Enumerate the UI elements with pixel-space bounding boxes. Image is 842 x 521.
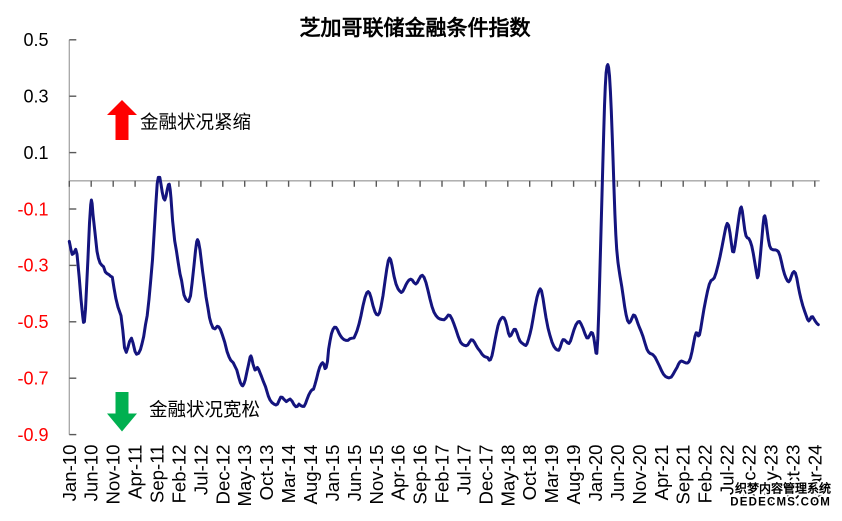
svg-text:Sep-11: Sep-11	[147, 445, 168, 504]
svg-text:Jul-12: Jul-12	[190, 445, 211, 496]
svg-text:金融状况紧缩: 金融状况紧缩	[140, 112, 251, 133]
svg-text:Sep-16: Sep-16	[410, 445, 431, 505]
svg-text:Apr-21: Apr-21	[651, 445, 672, 501]
svg-text:Nov-20: Nov-20	[629, 445, 650, 505]
svg-text:-0.7: -0.7	[17, 369, 48, 389]
svg-text:Jun-15: Jun-15	[344, 445, 365, 502]
svg-text:Feb-12: Feb-12	[168, 445, 189, 504]
svg-text:Dec-17: Dec-17	[475, 445, 496, 505]
svg-text:Jan-15: Jan-15	[322, 445, 343, 502]
svg-text:Sep-21: Sep-21	[673, 445, 694, 505]
svg-text:-0.5: -0.5	[17, 312, 48, 332]
svg-text:May-18: May-18	[497, 445, 518, 507]
svg-text:Feb-22: Feb-22	[695, 445, 716, 504]
svg-text:Aug-14: Aug-14	[300, 445, 321, 505]
svg-text:0.1: 0.1	[23, 143, 48, 163]
svg-text:0.3: 0.3	[23, 87, 48, 107]
svg-text:Nov-10: Nov-10	[103, 445, 124, 505]
svg-text:0.5: 0.5	[23, 30, 48, 50]
svg-text:May-13: May-13	[234, 445, 255, 507]
svg-text:DEDECMS.COM: DEDECMS.COM	[730, 497, 831, 509]
svg-text:Mar-19: Mar-19	[541, 445, 562, 504]
svg-text:Jun-10: Jun-10	[81, 445, 102, 502]
svg-text:Nov-15: Nov-15	[366, 445, 387, 505]
svg-text:Feb-17: Feb-17	[432, 445, 453, 504]
svg-text:Jun-20: Jun-20	[607, 445, 628, 502]
svg-text:Apr-11: Apr-11	[125, 445, 146, 499]
svg-text:May-23: May-23	[760, 445, 781, 507]
svg-text:-0.3: -0.3	[17, 256, 48, 276]
svg-text:织梦内容管理系统: 织梦内容管理系统	[735, 481, 831, 496]
svg-text:-0.1: -0.1	[17, 199, 48, 219]
svg-text:Jan-20: Jan-20	[585, 445, 606, 502]
svg-text:Oct-18: Oct-18	[519, 445, 540, 501]
svg-text:Oct-13: Oct-13	[256, 445, 277, 501]
svg-text:Dec-12: Dec-12	[212, 445, 233, 505]
svg-text:Mar-14: Mar-14	[278, 445, 299, 504]
svg-text:Jul-22: Jul-22	[717, 445, 738, 496]
svg-text:Oct-23: Oct-23	[782, 445, 803, 501]
svg-text:Jan-10: Jan-10	[59, 445, 80, 502]
svg-text:金融状况宽松: 金融状况宽松	[149, 399, 260, 420]
svg-text:芝加哥联储金融条件指数: 芝加哥联储金融条件指数	[300, 16, 532, 40]
svg-text:Jul-17: Jul-17	[454, 445, 475, 496]
svg-text:-0.9: -0.9	[17, 425, 48, 445]
svg-text:Dec-22: Dec-22	[739, 445, 760, 505]
svg-text:Aug-19: Aug-19	[563, 445, 584, 505]
svg-text:Apr-16: Apr-16	[388, 445, 409, 501]
svg-text:Mar-24: Mar-24	[804, 445, 825, 504]
